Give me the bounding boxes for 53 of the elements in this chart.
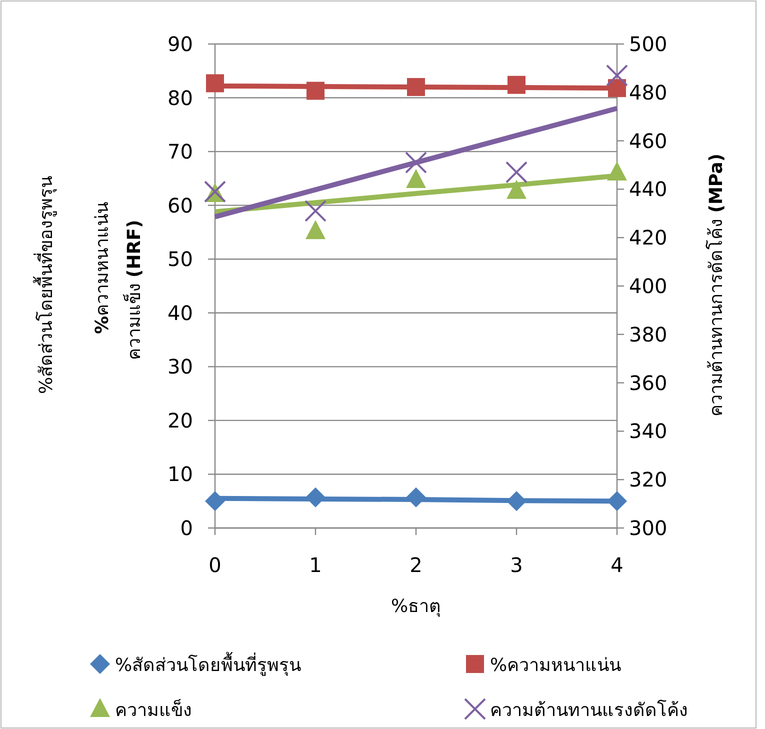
x-tick-label: 3 (510, 553, 523, 577)
point (304, 200, 326, 222)
x-tick-label: 1 (309, 553, 322, 577)
y2-tick-label: 420 (629, 226, 668, 250)
y-tick-label: 30 (168, 354, 193, 379)
text: %สัดส่วนโดยพื้นที่ของรูพรุน (33, 176, 57, 394)
point (506, 180, 526, 199)
y-tick-label: 90 (168, 32, 193, 56)
y-tick-label: 60 (168, 193, 193, 218)
legend-label: ความต้านทานแรงดัดโค้ง (490, 699, 688, 721)
x-tick-label: 2 (410, 553, 422, 577)
x-axis-title: %ธาตุ (390, 596, 442, 617)
point (206, 74, 224, 92)
point (607, 491, 627, 512)
y2-axis-title: ความต้านทานการดัดโค้ง (MPa) (705, 154, 727, 416)
y2-tick-label: 480 (629, 80, 668, 104)
point (506, 161, 528, 184)
point (406, 487, 426, 508)
legend-label: %สัดส่วนโดยพื้นที่รูพรุน (115, 652, 302, 676)
y2-tick-label: 460 (629, 128, 668, 153)
point (506, 491, 526, 512)
y-tick-label: 20 (168, 408, 193, 432)
y2-tick-label: 300 (629, 516, 668, 540)
y2-tick-label: 400 (629, 274, 668, 298)
point (205, 491, 225, 512)
y-tick-label: 80 (168, 86, 193, 110)
x-tick-label: 0 (208, 553, 222, 577)
y2-tick-label: 320 (629, 468, 668, 492)
y2-tick-label: 340 (629, 419, 668, 444)
point (405, 152, 427, 174)
y-tick-label: 40 (168, 300, 193, 325)
point (306, 82, 324, 100)
point (306, 220, 326, 240)
y2-tick-label: 500 (629, 32, 668, 56)
y-axis-title: ความแข็ง (HRF) (122, 220, 145, 360)
y-tick-label: 70 (168, 140, 193, 164)
point (306, 487, 326, 508)
point (606, 64, 628, 86)
legend-label: %ความหนาแน่น (490, 655, 622, 676)
text: %ความหนาแน่น (92, 202, 113, 334)
y2-tick-label: 360 (629, 370, 668, 395)
y-tick-label: 10 (168, 462, 193, 486)
point (407, 78, 425, 96)
point (607, 162, 627, 181)
x-tick-label: 4 (610, 553, 624, 577)
point (406, 169, 426, 188)
y-tick-label: 50 (168, 247, 193, 272)
y2-tick-label: 380 (629, 322, 668, 346)
point (508, 76, 526, 94)
y2-tick-label: 440 (629, 177, 668, 202)
y-tick-label: 0 (180, 516, 193, 540)
legend-label: ความแข็ง (115, 698, 192, 721)
point (608, 79, 626, 98)
